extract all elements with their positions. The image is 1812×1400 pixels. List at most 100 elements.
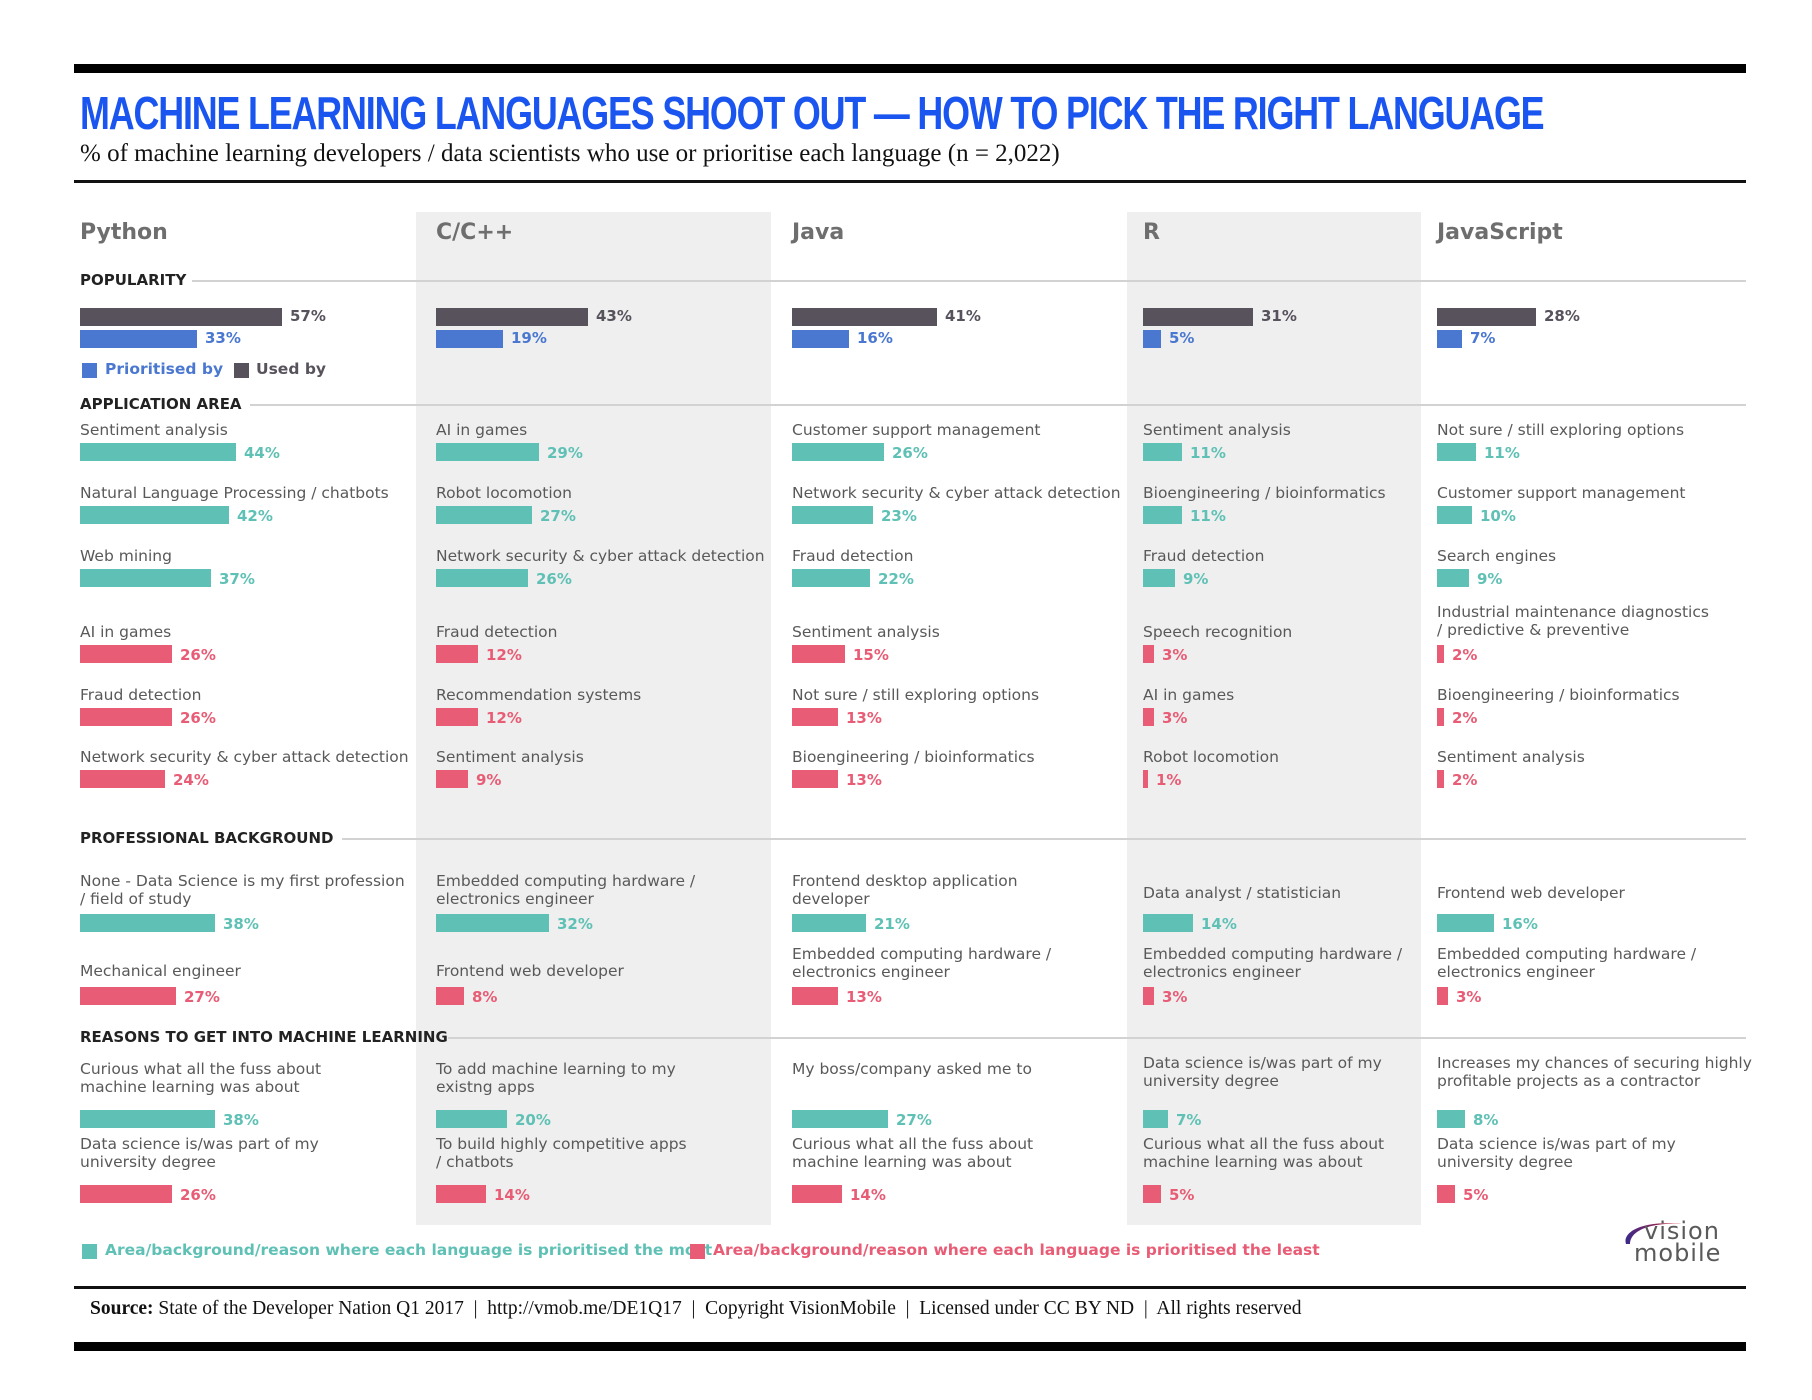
used-by-bar (792, 308, 937, 326)
reason-value: 5% (1169, 1186, 1195, 1204)
background-item-label: Embedded computing hardware / (792, 945, 1052, 963)
reason-item-label: Curious what all the fuss about (792, 1135, 1034, 1153)
background-value: 14% (1201, 915, 1237, 933)
background-rule (342, 838, 1746, 840)
background-item-label-line2: electronics engineer (1143, 963, 1301, 981)
reason-item-label: Curious what all the fuss about (80, 1060, 322, 1078)
section-application-area: APPLICATION AREA (80, 395, 242, 413)
application-item-label: Fraud detection (436, 623, 558, 641)
reason-item-label-line2: existng apps (436, 1078, 535, 1096)
background-item-label: Data analyst / statistician (1143, 884, 1342, 902)
reason-bar (436, 1185, 486, 1203)
popularity-rule (192, 280, 1746, 282)
language-name: Java (792, 220, 845, 245)
application-item-label: Robot locomotion (1143, 748, 1279, 766)
application-item-label: Customer support management (1437, 484, 1686, 502)
application-item-label: Fraud detection (80, 686, 202, 704)
application-bar (436, 645, 478, 663)
background-bar (792, 914, 866, 932)
application-value: 12% (486, 646, 522, 664)
reason-bar (792, 1110, 888, 1128)
used-by-value: 57% (290, 307, 326, 325)
application-item-label: AI in games (1143, 686, 1235, 704)
application-item-label: Speech recognition (1143, 623, 1293, 641)
application-bar (1143, 708, 1154, 726)
application-value: 10% (1480, 507, 1516, 525)
application-bar (1143, 645, 1154, 663)
reasons-rule (448, 1037, 1746, 1039)
reason-item-label-line2: university degree (1143, 1072, 1279, 1090)
background-bar (1143, 987, 1154, 1005)
prioritised-by-bar (1143, 330, 1161, 348)
header-divider (74, 180, 1746, 183)
logo-swoosh-icon (1625, 1223, 1682, 1244)
reason-bar (1437, 1185, 1455, 1203)
application-value: 22% (878, 570, 914, 588)
reason-value: 26% (180, 1186, 216, 1204)
reason-value: 38% (223, 1111, 259, 1129)
application-value: 9% (1477, 570, 1503, 588)
reason-value: 8% (1473, 1111, 1499, 1129)
application-bar (436, 569, 528, 587)
reason-item-label-line2: university degree (80, 1153, 216, 1171)
reason-value: 5% (1463, 1186, 1489, 1204)
application-bar (1143, 770, 1148, 788)
application-item-label: Sentiment analysis (1143, 421, 1291, 439)
background-bar (1437, 987, 1448, 1005)
used-by-bar (1437, 308, 1536, 326)
reason-value: 14% (850, 1186, 886, 1204)
background-bar (792, 987, 838, 1005)
background-value: 21% (874, 915, 910, 933)
used-legend-label: Used by (256, 360, 327, 378)
application-bar (1143, 443, 1182, 461)
page-subtitle: % of machine learning developers / data … (80, 140, 1060, 167)
application-value: 9% (476, 771, 502, 789)
reason-item-label: Data science is/was part of my (1437, 1135, 1676, 1153)
page-title: MACHINE LEARNING LANGUAGES SHOOT OUT — H… (80, 87, 1545, 139)
background-item-label: Embedded computing hardware / (1437, 945, 1697, 963)
prioritised-by-value: 16% (857, 329, 893, 347)
footer-text: Source: State of the Developer Nation Q1… (90, 1298, 1302, 1320)
least-legend-label: Area/background/reason where each langua… (713, 1241, 1320, 1259)
visionmobile-logo: vision mobile (1612, 1214, 1748, 1270)
reason-item-label-line2: machine learning was about (80, 1078, 300, 1096)
background-bar (1437, 914, 1494, 932)
application-item-label: Robot locomotion (436, 484, 572, 502)
source-text: State of the Developer Nation Q1 2017 | … (153, 1298, 1302, 1319)
reason-item-label: Curious what all the fuss about (1143, 1135, 1385, 1153)
application-item-label: Natural Language Processing / chatbots (80, 484, 389, 502)
application-bar (792, 770, 838, 788)
source-label: Source: (90, 1298, 154, 1319)
used-by-bar (436, 308, 588, 326)
reason-bar (80, 1110, 215, 1128)
application-bar (436, 770, 468, 788)
application-value: 12% (486, 709, 522, 727)
application-value: 11% (1190, 507, 1226, 525)
prioritised-by-bar (436, 330, 503, 348)
application-value: 42% (237, 507, 273, 525)
application-bar (1437, 506, 1472, 524)
application-bar (792, 645, 845, 663)
application-value: 26% (536, 570, 572, 588)
prioritised-by-value: 5% (1169, 329, 1195, 347)
reason-item-label: To build highly competitive apps (436, 1135, 687, 1153)
application-bar (436, 443, 539, 461)
background-bar (436, 987, 464, 1005)
background-value: 38% (223, 915, 259, 933)
background-item-label-line2: developer (792, 890, 870, 908)
application-item-label: AI in games (436, 421, 528, 439)
logo-line2: mobile (1634, 1239, 1722, 1267)
prioritised-legend-swatch (82, 363, 97, 378)
background-bar (436, 914, 549, 932)
background-item-label: Frontend desktop application (792, 872, 1018, 890)
bottom-rule (74, 1342, 1746, 1351)
application-value: 15% (853, 646, 889, 664)
application-item-label: Fraud detection (1143, 547, 1265, 565)
application-bar (80, 506, 229, 524)
prioritised-legend-label: Prioritised by (105, 360, 224, 378)
background-value: 13% (846, 988, 882, 1006)
application-item-label: Sentiment analysis (80, 421, 228, 439)
background-item-label-line2: electronics engineer (1437, 963, 1595, 981)
application-value: 26% (180, 709, 216, 727)
application-item-label: Network security & cyber attack detectio… (436, 547, 765, 565)
